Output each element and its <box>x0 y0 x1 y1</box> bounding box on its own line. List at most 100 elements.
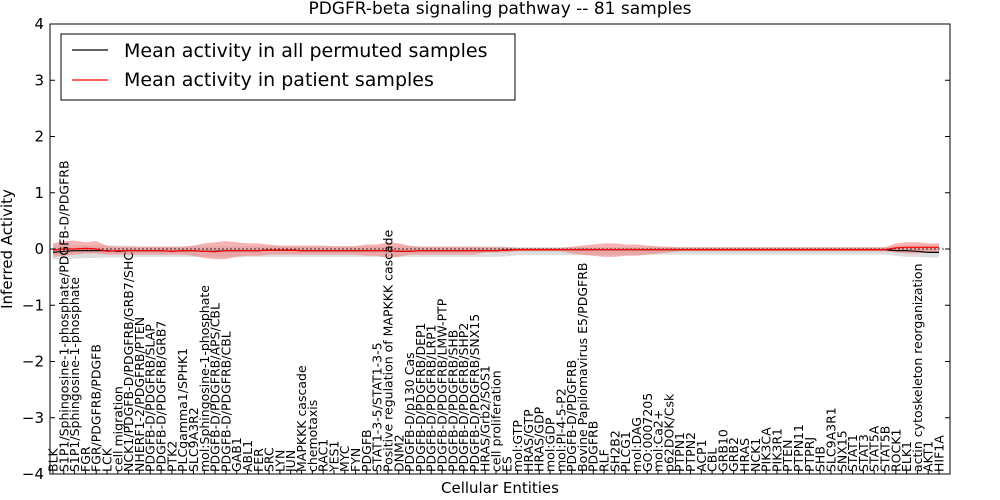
x-tick-label: STAT1-3-5/STAT1-3-5 <box>370 342 385 472</box>
x-tick-label: PLCgamma1/SPHK1 <box>175 348 190 472</box>
x-tick-label: HRAS/GTP <box>521 409 536 472</box>
y-tick-label: 4 <box>34 15 44 33</box>
x-tick-label: GAB1 <box>229 437 244 472</box>
x-tick-label: PDGFB-D/PDGFRB/APS/CBL <box>208 303 223 472</box>
x-tick-label: HRAS/Grb2/SOS1 <box>478 365 493 472</box>
x-tick-label: MYC <box>337 445 352 472</box>
x-tick-label: NCK1/PDGFB-D/PDGFRB/GRB7/SHC <box>121 252 136 472</box>
x-tick-label: ABL1 <box>240 440 255 472</box>
x-tick-label: PTK2 <box>164 441 179 472</box>
x-tick-label: NHERF1-2/PDGFRB/PTEN <box>132 317 147 472</box>
x-tick-label: Bovine Papilomavirus E5/PDGFRB <box>575 263 590 472</box>
x-tick-label: GO:0007205 <box>640 393 655 472</box>
x-tick-label: HRAS/GDP <box>532 406 547 472</box>
x-tick-label: HRAS <box>737 438 752 472</box>
x-tick-label: AKT1 <box>921 441 936 472</box>
x-tick-label: SH2B2 <box>607 430 622 472</box>
y-axis-label: Inferred Activity <box>0 189 16 309</box>
x-tick-label: mol:Sphingosine-1-phosphate <box>197 285 212 472</box>
x-tick-label: S1P1/Sphingosine-1-phosphate <box>67 277 82 472</box>
y-tick-label: −3 <box>22 409 44 427</box>
x-tick-label: actin cytoskeleton reorganization <box>910 263 925 472</box>
x-tick-label: FGR <box>78 446 93 472</box>
x-tick-label: NCK1 <box>748 438 763 472</box>
x-tick-label: PDGFB-D/PDGFRB/SHB <box>445 330 460 472</box>
x-tick-label: mol:GTP <box>510 420 525 472</box>
x-tick-label: BLK <box>46 447 61 472</box>
y-tick-label: 2 <box>34 128 44 146</box>
x-tick-label: PDGFB-D/PDGFRB/SNX15 <box>467 314 482 472</box>
x-tick-label: Positive regulation of MAPKKK cascade <box>381 229 396 472</box>
x-tick-label: PDGFB-D/PDGFRB/CBL <box>218 331 233 472</box>
x-tick-label: JUN <box>283 450 298 473</box>
x-tick-label: PLCG1 <box>618 431 633 472</box>
legend-label-patient: Mean activity in patient samples <box>124 69 434 91</box>
x-tick-label: ES <box>499 456 514 472</box>
x-tick-label: PTEN <box>780 440 795 472</box>
x-tick-label: PDGFRB <box>586 421 601 472</box>
x-tick-label: ROCK1 <box>888 429 903 472</box>
x-tick-label: FGR/PDGFRB/PDGFB <box>89 344 104 472</box>
x-tick-label: SNX15 <box>834 430 849 472</box>
x-tick-label: PDGFB-D/PDGFRB/GRB7 <box>154 321 169 472</box>
x-tick-label: RLF <box>597 449 612 472</box>
x-tick-label: LYN <box>272 450 287 472</box>
y-tick-label: −4 <box>22 465 44 483</box>
legend: Mean activity in all permuted samples Me… <box>60 33 516 101</box>
x-tick-label: chemotaxis <box>305 400 320 472</box>
x-tick-label: STAT1 <box>845 434 860 472</box>
x-tick-label: YES1 <box>326 441 341 473</box>
x-tick-label: ACP1 <box>694 439 709 472</box>
x-tick-label: cell proliferation <box>489 370 504 472</box>
x-axis: BLKS1P1/Sphingosine-1-phosphate/PDGFB-D/… <box>46 160 947 474</box>
x-tick-label: PTPN2 <box>683 432 698 472</box>
x-tick-label: PIK3CA <box>759 427 774 472</box>
x-axis-label: Cellular Entities <box>441 479 559 497</box>
x-tick-label: FYN <box>348 448 363 472</box>
y-tick-label: 3 <box>34 71 44 89</box>
legend-label-permuted: Mean activity in all permuted samples <box>124 40 487 62</box>
x-tick-label: FER <box>251 448 266 472</box>
x-tick-label: ELK1 <box>899 441 914 472</box>
y-tick-label: 0 <box>34 240 44 258</box>
x-tick-label: cell migration <box>110 386 125 472</box>
x-tick-label: p62DOK/Csk <box>661 393 676 472</box>
x-tick-label: PDGFB-D/PDGFRB/SHP2 <box>456 323 471 472</box>
x-tick-label: STAT3 <box>856 434 871 472</box>
x-tick-label: mol:PI-4-5-P2 <box>553 388 568 472</box>
x-tick-label: STAT5A <box>867 425 882 472</box>
series-lines <box>52 246 939 253</box>
legend-box <box>60 33 516 101</box>
x-tick-label: SLC9A3R2 <box>186 407 201 472</box>
x-tick-label: mol:GDP <box>543 417 558 472</box>
x-tick-label: RAC1 <box>316 439 331 472</box>
x-tick-label: LCK <box>100 447 115 472</box>
x-tick-label: PDGFB-D/PDGFRB/LMW-PTP <box>435 298 450 472</box>
x-tick-label: PTPN11 <box>791 424 806 472</box>
x-tick-label: GRB10 <box>715 429 730 472</box>
patient-confidence-band <box>53 240 939 260</box>
x-tick-label: MAPKKK cascade <box>294 365 309 472</box>
y-tick-label: −1 <box>22 296 44 314</box>
x-tick-label: PDGFB-D/PDGFRB <box>564 360 579 472</box>
x-tick-label: PTPN1 <box>672 432 687 472</box>
x-tick-label: PTPRJ <box>802 437 817 472</box>
x-tick-label: HIF1A <box>932 435 947 472</box>
x-tick-label: PDGFB-D/PDGFRB/DEP1 <box>413 323 428 473</box>
y-tick-label: 1 <box>34 184 44 202</box>
chart-title: PDGFR-beta signaling pathway -- 81 sampl… <box>308 0 691 19</box>
x-tick-label: SLC9A3R1 <box>824 407 839 472</box>
x-tick-label: mol:DAG <box>629 417 644 472</box>
confidence-bands <box>53 240 939 260</box>
x-tick-label: STAT5B <box>878 426 893 472</box>
x-tick-label: CBL <box>705 448 720 472</box>
x-tick-label: mol:Ca2+ <box>651 410 666 472</box>
x-tick-label: S1P1/Sphingosine-1-phosphate/PDGFB-D/PDG… <box>56 160 71 472</box>
x-tick-label: PDGFB-D/p130 Cas <box>402 352 417 472</box>
x-tick-label: GRB2 <box>726 437 741 472</box>
x-tick-label: PIK3R1 <box>769 428 784 472</box>
x-tick-label: PDGFB-D/PDGFRB/LRP1 <box>424 324 439 472</box>
y-axis: −4 −3 −2 −1 0 1 2 3 4 <box>22 15 950 483</box>
x-tick-label: PDGFB <box>359 429 374 472</box>
